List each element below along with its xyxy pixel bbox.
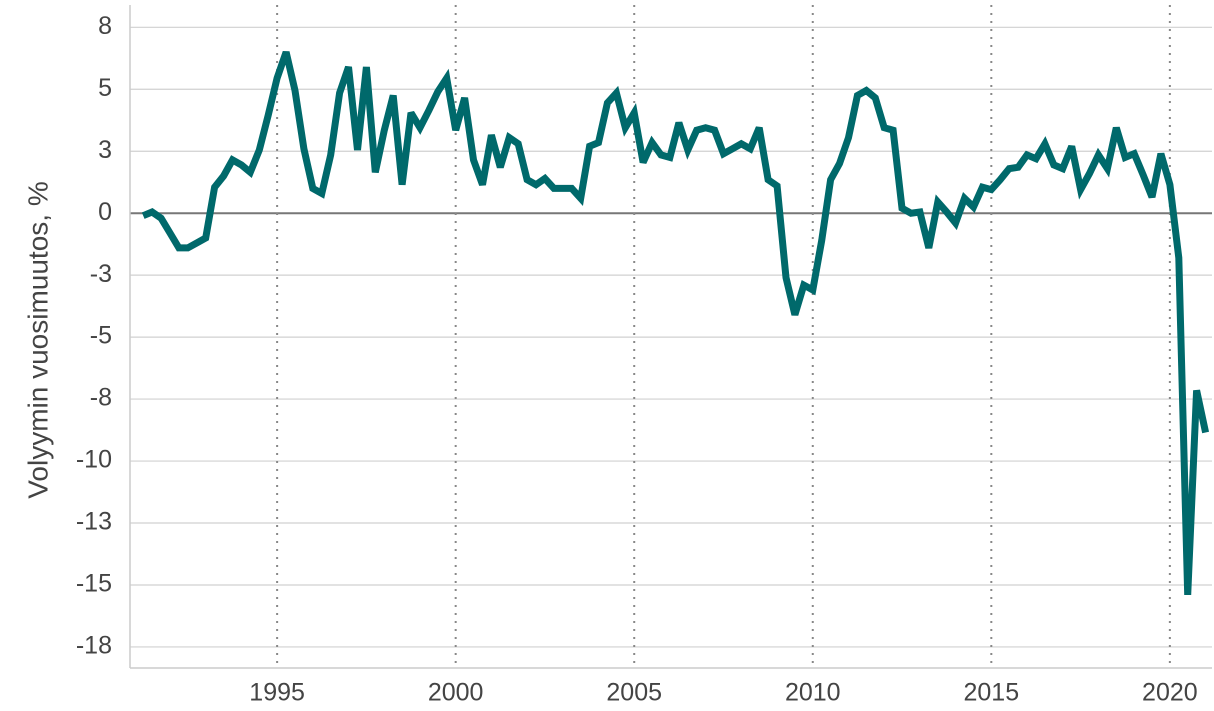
y-tick-label: 8 bbox=[98, 12, 112, 40]
x-tick-label: 1995 bbox=[249, 679, 305, 707]
x-tick-label: 2015 bbox=[964, 679, 1020, 707]
data-line bbox=[141, 50, 1210, 596]
y-tick-label: 3 bbox=[98, 136, 112, 164]
y-tick-label: 0 bbox=[98, 198, 112, 226]
x-tick-label: 2020 bbox=[1142, 679, 1198, 707]
y-tick-label: -13 bbox=[76, 508, 112, 536]
y-tick-label: -5 bbox=[90, 322, 112, 350]
y-tick-label: -18 bbox=[76, 632, 112, 660]
x-tick-label: 2005 bbox=[606, 679, 662, 707]
y-tick-label: 5 bbox=[98, 74, 112, 102]
y-tick-label: -10 bbox=[76, 446, 112, 474]
y-tick-label: -15 bbox=[76, 570, 112, 598]
y-tick-label: -8 bbox=[90, 384, 112, 412]
y-tick-label: -3 bbox=[90, 260, 112, 288]
x-tick-label: 2010 bbox=[785, 679, 841, 707]
y-axis-label: Volyymin vuosimuutos, % bbox=[22, 181, 53, 498]
x-tick-label: 2000 bbox=[428, 679, 484, 707]
